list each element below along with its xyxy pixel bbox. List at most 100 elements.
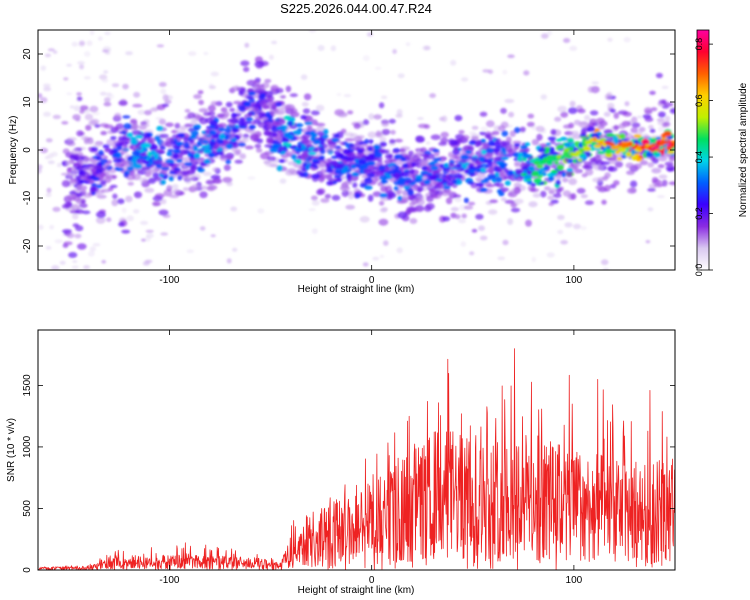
spectral-cell [239, 117, 245, 123]
spectral-cell [633, 134, 642, 138]
spectral-cell [595, 185, 605, 190]
spectral-cell [149, 107, 159, 112]
spectral-cell [284, 104, 295, 111]
spectral-cell [83, 265, 90, 270]
spectral-cell [162, 94, 169, 101]
spectral-cell [202, 171, 212, 176]
spectral-cell [209, 119, 218, 126]
colorbar-label: Normalized spectral amplitude [738, 82, 749, 217]
spectral-cell [389, 139, 396, 144]
spectral-cell [627, 187, 637, 194]
spectral-cell [633, 140, 640, 144]
spectral-cell [648, 124, 654, 130]
spectral-cell [432, 157, 442, 162]
spectral-cell [429, 174, 438, 181]
spectral-cell [142, 123, 150, 128]
spectral-cell [287, 161, 296, 166]
spectral-cell [40, 65, 47, 71]
spectral-cell [378, 165, 386, 172]
spectral-cell [499, 171, 507, 178]
spectral-cell [254, 143, 262, 149]
spectral-cell [392, 49, 397, 54]
spectral-cell [636, 115, 643, 119]
spectral-cell [458, 218, 466, 224]
spectral-cell [325, 162, 333, 168]
spectral-cell [556, 144, 565, 149]
spectral-cell [499, 163, 505, 170]
spectral-cell [465, 150, 472, 155]
spectral-cell [579, 149, 585, 153]
spectral-cell [649, 155, 656, 161]
spectral-cell [446, 180, 454, 186]
spectral-cell [335, 152, 343, 158]
spectral-cell [266, 156, 277, 162]
spectral-cell [316, 131, 325, 137]
spectral-cell [513, 198, 524, 204]
spectral-cell [174, 122, 181, 129]
spectral-cell [251, 121, 256, 125]
spectral-cell [475, 213, 484, 220]
spectral-cell [215, 151, 224, 156]
spectral-cell [508, 169, 514, 176]
spectral-cell [379, 169, 388, 173]
spectral-cell [185, 178, 192, 185]
spectral-cell [256, 84, 265, 88]
spectral-cell [568, 107, 578, 114]
spectral-cell [141, 143, 148, 148]
spectral-cell [562, 177, 569, 183]
spectral-cell [300, 144, 307, 150]
spectral-cell [379, 175, 388, 181]
spectral-cell [103, 70, 109, 74]
spectral-cell [225, 143, 234, 150]
spectral-cell [359, 164, 369, 170]
spectral-cell [454, 197, 463, 203]
spectral-cell [541, 33, 549, 39]
spectral-cell [142, 132, 152, 139]
spectral-cell [493, 141, 501, 148]
spectral-cell [100, 130, 107, 136]
spectral-cell [406, 206, 416, 213]
spectral-cell [314, 140, 321, 145]
spectral-cell [545, 142, 551, 146]
spectral-cell [425, 141, 431, 145]
spectral-cell [77, 243, 87, 250]
spectral-cell [530, 182, 537, 187]
spectral-cell [600, 259, 609, 266]
spectral-cell [548, 187, 557, 193]
spectral-cell [272, 140, 280, 145]
spectral-cell [56, 162, 62, 168]
spectral-cell [178, 162, 186, 166]
spectral-cell [454, 173, 463, 179]
spectral-cell [409, 218, 418, 224]
spectral-cell [458, 130, 465, 134]
spectral-cell [495, 176, 503, 183]
spectral-cell [396, 109, 403, 116]
spectrogram-y-ticks: -20 -10 0 10 20 [22, 48, 675, 253]
spectral-cell [488, 166, 495, 172]
spectral-cell [357, 148, 364, 154]
spectral-cell [92, 165, 101, 169]
spectral-cell [249, 124, 257, 129]
spectral-cell [311, 200, 320, 206]
spectral-cell [635, 157, 643, 162]
spectral-cell [509, 130, 516, 137]
spectral-cell [278, 159, 286, 163]
spectral-cell [197, 166, 203, 172]
spectral-cell [352, 182, 358, 188]
spectral-cell [480, 126, 488, 131]
spectral-cell [513, 161, 521, 166]
spectral-cell [404, 170, 411, 174]
spectral-cell [380, 180, 389, 184]
spectral-cell [393, 186, 399, 191]
y-tick-label: 0 [22, 567, 33, 573]
spectral-cell [43, 111, 51, 117]
spectral-cell [469, 172, 476, 177]
spectral-cell [242, 137, 250, 143]
spectral-cell [192, 117, 199, 125]
spectral-cell [278, 145, 285, 152]
spectral-cell [83, 51, 91, 57]
spectral-cell [568, 134, 576, 139]
spectral-cell [549, 140, 556, 145]
spectral-cell [104, 51, 111, 55]
spectral-cell [158, 82, 167, 87]
